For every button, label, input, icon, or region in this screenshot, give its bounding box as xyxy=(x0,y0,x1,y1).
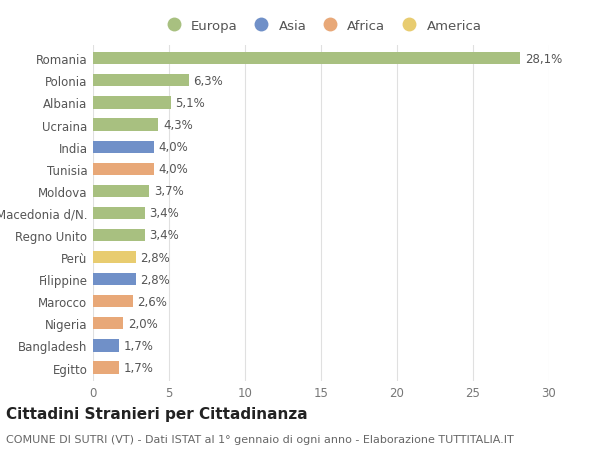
Bar xyxy=(93,97,170,109)
Text: 4,0%: 4,0% xyxy=(158,163,188,176)
Bar xyxy=(93,163,154,175)
Text: 2,6%: 2,6% xyxy=(137,295,167,308)
Text: 2,0%: 2,0% xyxy=(128,317,158,330)
Text: 6,3%: 6,3% xyxy=(193,75,223,88)
Bar xyxy=(93,362,119,374)
Bar xyxy=(93,318,124,330)
Bar xyxy=(93,340,119,352)
Bar xyxy=(93,252,136,263)
Text: 1,7%: 1,7% xyxy=(124,361,153,374)
Bar xyxy=(93,119,158,131)
Text: 4,0%: 4,0% xyxy=(158,141,188,154)
Bar xyxy=(93,75,189,87)
Bar xyxy=(93,185,149,197)
Text: 5,1%: 5,1% xyxy=(175,97,205,110)
Text: COMUNE DI SUTRI (VT) - Dati ISTAT al 1° gennaio di ogni anno - Elaborazione TUTT: COMUNE DI SUTRI (VT) - Dati ISTAT al 1° … xyxy=(6,434,514,444)
Text: Cittadini Stranieri per Cittadinanza: Cittadini Stranieri per Cittadinanza xyxy=(6,406,308,421)
Bar xyxy=(93,141,154,153)
Text: 2,8%: 2,8% xyxy=(140,273,170,286)
Text: 1,7%: 1,7% xyxy=(124,339,153,352)
Text: 3,4%: 3,4% xyxy=(149,229,179,242)
Bar xyxy=(93,230,145,241)
Text: 3,4%: 3,4% xyxy=(149,207,179,220)
Bar xyxy=(93,53,520,65)
Text: 4,3%: 4,3% xyxy=(163,119,193,132)
Bar xyxy=(93,274,136,285)
Text: 28,1%: 28,1% xyxy=(524,53,562,66)
Legend: Europa, Asia, Africa, America: Europa, Asia, Africa, America xyxy=(161,20,481,33)
Bar xyxy=(93,207,145,219)
Text: 3,7%: 3,7% xyxy=(154,185,184,198)
Text: 2,8%: 2,8% xyxy=(140,251,170,264)
Bar xyxy=(93,296,133,308)
